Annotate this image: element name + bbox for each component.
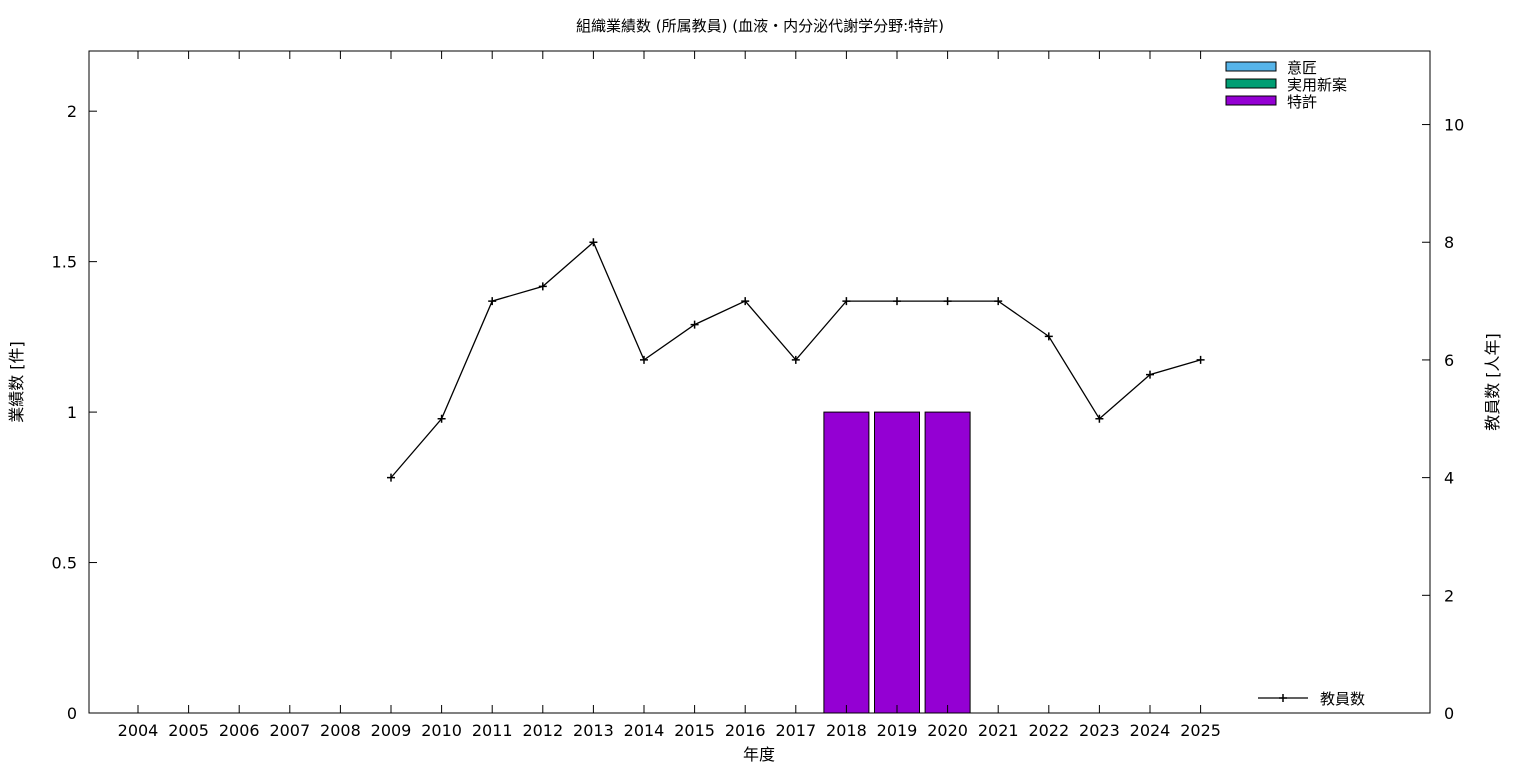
y-tick-label: 2 <box>67 102 77 121</box>
legend-swatch <box>1225 95 1277 106</box>
x-tick-label: 2021 <box>978 721 1019 740</box>
line-point <box>640 355 648 364</box>
y2-tick-label: 6 <box>1444 351 1454 370</box>
x-tick-label: 2009 <box>371 721 412 740</box>
line-point <box>1095 414 1104 423</box>
legend-label: 教員数 <box>1320 690 1365 708</box>
y2-axis: 0 2 4 6 8 10 <box>1422 116 1464 723</box>
x-tick-label: 2011 <box>472 721 513 740</box>
line-point <box>690 320 699 329</box>
x-tick-label: 2006 <box>219 721 260 740</box>
y-tick-label: 1 <box>67 403 77 422</box>
line-point <box>437 414 446 423</box>
line-point <box>943 297 952 306</box>
x-tick-label: 2008 <box>320 721 361 740</box>
legend-marker <box>1279 694 1287 702</box>
line-point <box>994 297 1003 306</box>
x-tick-label: 2014 <box>624 721 665 740</box>
x-axis-label: 年度 <box>743 745 775 764</box>
bar <box>823 411 870 714</box>
x-tick-label: 2019 <box>877 721 918 740</box>
x-tick-label: 2020 <box>927 721 968 740</box>
line-point <box>791 355 800 364</box>
y2-tick-label: 4 <box>1444 469 1454 488</box>
y2-tick-label: 10 <box>1444 116 1464 135</box>
line-point <box>488 297 497 306</box>
x-tick-label: 2013 <box>573 721 614 740</box>
legend-label: 実用新案 <box>1287 76 1347 94</box>
x-tick-label: 2005 <box>168 721 209 740</box>
y-axis-label: 業績数 [件] <box>7 341 26 423</box>
x-tick-label: 2018 <box>826 721 867 740</box>
x-tick-label: 2017 <box>775 721 816 740</box>
plot-frame <box>88 50 1431 714</box>
line-layer <box>387 238 1205 482</box>
chart-title: 組織業績数 (所属教員) (血液・内分泌代謝学分野:特許) <box>576 17 944 35</box>
line-point <box>1044 332 1053 341</box>
y2-axis-label: 教員数 [人年] <box>1483 333 1502 431</box>
line-point <box>842 297 851 306</box>
legend-label: 特許 <box>1287 93 1317 111</box>
y-tick-label: 0 <box>67 704 77 723</box>
line-point <box>589 238 598 247</box>
bar <box>874 411 920 714</box>
y-tick-label: 1.5 <box>52 253 77 272</box>
x-tick-label: 2010 <box>421 721 462 740</box>
y2-tick-label: 2 <box>1444 586 1454 605</box>
y2-tick-label: 8 <box>1444 233 1454 252</box>
line-point <box>387 473 395 482</box>
legend-label: 意匠 <box>1287 59 1317 77</box>
x-tick-label: 2022 <box>1028 721 1069 740</box>
legend-swatch <box>1225 61 1277 72</box>
x-tick-label: 2012 <box>522 721 563 740</box>
line-point <box>741 297 750 306</box>
x-tick-label: 2004 <box>118 721 159 740</box>
line-point <box>1146 370 1154 379</box>
x-tick-label: 2023 <box>1079 721 1120 740</box>
y-tick-label: 0.5 <box>52 554 77 573</box>
x-axis: 2004 2005 2006 2007 2008 2009 2010 2011 2012 2013… <box>118 51 1221 740</box>
y-axis: 0 0.5 1 1.5 2 <box>52 102 97 723</box>
bar-layer <box>823 411 971 714</box>
bar <box>924 411 971 714</box>
line-point <box>1196 355 1205 364</box>
x-tick-label: 2016 <box>725 721 766 740</box>
x-tick-label: 2024 <box>1130 721 1171 740</box>
line-point <box>538 282 547 291</box>
line-point <box>893 297 901 306</box>
x-tick-label: 2025 <box>1180 721 1221 740</box>
y2-tick-label: 0 <box>1444 704 1454 723</box>
x-tick-label: 2015 <box>674 721 715 740</box>
legend-swatch <box>1225 78 1277 89</box>
x-tick-label: 2007 <box>269 721 310 740</box>
